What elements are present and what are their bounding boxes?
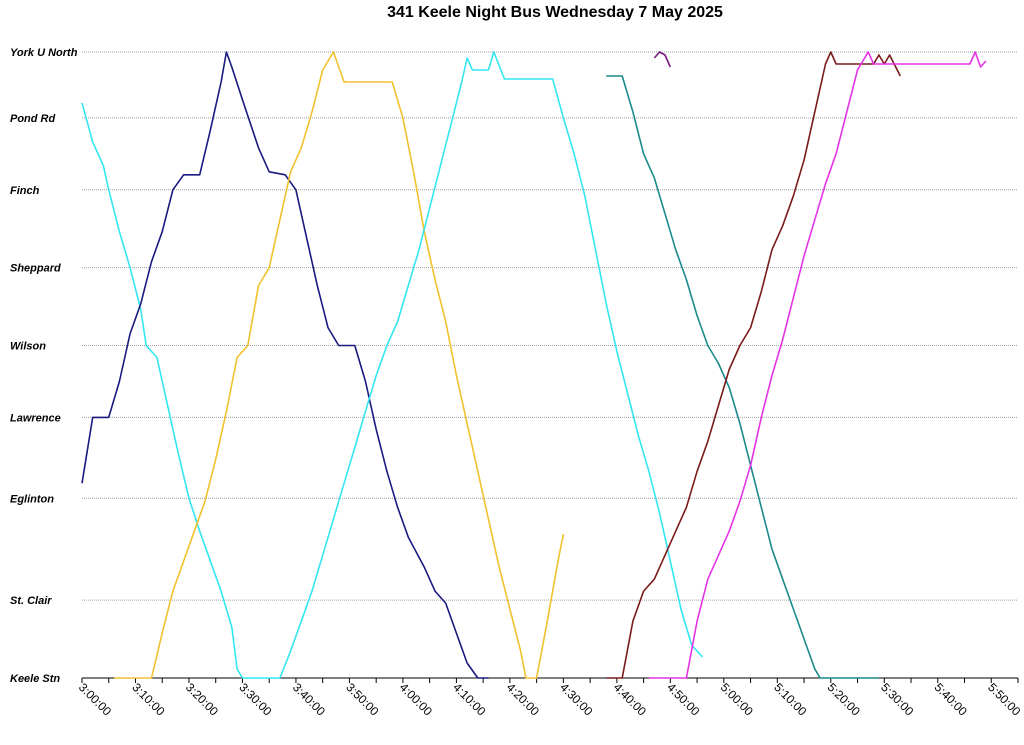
stop-label: Sheppard xyxy=(10,263,61,275)
stop-label: St. Clair xyxy=(10,595,52,607)
x-axis: 3:00:00 3:10:00 3:20:00 3:30:00 3:40:00 3:50:… xyxy=(76,677,1024,719)
series-line-5 xyxy=(606,75,879,679)
x-tick-label: 4:20:00 xyxy=(504,680,542,718)
series-line-7 xyxy=(648,51,987,679)
series-line-8 xyxy=(653,51,672,68)
x-tick-label: 5:00:00 xyxy=(718,680,756,718)
series-line-4 xyxy=(279,51,703,679)
stop-label: Lawrence xyxy=(10,412,61,424)
x-tick-label: 5:10:00 xyxy=(771,680,809,718)
x-tick-label: 4:40:00 xyxy=(611,680,649,718)
x-tick-label: 3:30:00 xyxy=(236,680,274,718)
x-tick-label: 4:30:00 xyxy=(557,680,595,718)
series-line-2 xyxy=(81,51,489,679)
stop-labels: York U North Pond Rd Finch Sheppard Wilson La… xyxy=(10,47,78,685)
x-tick-label: 5:20:00 xyxy=(825,680,863,718)
gridlines xyxy=(82,51,1018,601)
x-tick-label: 5:30:00 xyxy=(878,680,916,718)
x-tick-label: 5:50:00 xyxy=(985,680,1023,718)
stop-label: Keele Stn xyxy=(10,673,60,685)
chart-title: 341 Keele Night Bus Wednesday 7 May 2025 xyxy=(387,4,723,21)
stop-label: Wilson xyxy=(10,341,46,353)
x-tick-label: 3:10:00 xyxy=(129,680,167,718)
stop-label: Eglinton xyxy=(10,493,54,505)
stop-label: Pond Rd xyxy=(10,113,55,125)
series-lines xyxy=(81,51,987,679)
x-tick-label: 4:50:00 xyxy=(664,680,702,718)
x-tick-label: 3:20:00 xyxy=(183,680,221,718)
stop-label: Finch xyxy=(10,185,40,197)
x-tick-label: 3:40:00 xyxy=(290,680,328,718)
x-tick-label: 3:50:00 xyxy=(343,680,381,718)
series-line-1 xyxy=(81,102,280,679)
series-line-3 xyxy=(114,51,565,679)
stop-label: York U North xyxy=(10,47,78,59)
x-tick-label: 5:40:00 xyxy=(932,680,970,718)
series-line-6 xyxy=(606,51,902,679)
x-tick-label: 4:00:00 xyxy=(397,680,435,718)
x-tick-label: 4:10:00 xyxy=(450,680,488,718)
x-tick-label: 3:00:00 xyxy=(76,680,114,718)
